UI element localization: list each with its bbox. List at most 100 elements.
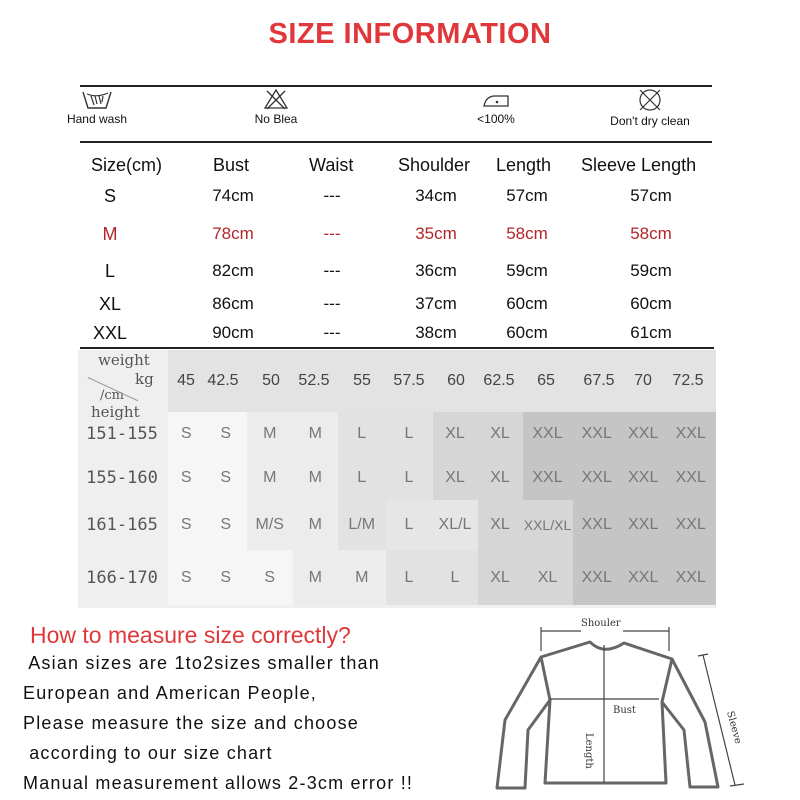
howto-line: European and American People, bbox=[23, 683, 317, 703]
size-label: XL bbox=[98, 294, 122, 314]
care-item: No Blea bbox=[216, 88, 336, 126]
table-cell: --- bbox=[323, 294, 341, 313]
height-range: 161-165 bbox=[86, 515, 158, 535]
column-header: Shoulder bbox=[398, 155, 471, 175]
table-cell: 86cm bbox=[212, 294, 254, 313]
column-header: Size(cm) bbox=[91, 155, 162, 175]
column-header: Length bbox=[496, 155, 552, 175]
weight-value: 52.5 bbox=[298, 372, 330, 389]
weight-value: 60 bbox=[447, 372, 465, 389]
size-cell: XL/L bbox=[432, 500, 478, 550]
table-cell: 60cm bbox=[506, 294, 548, 313]
size-cell: XXL bbox=[621, 456, 666, 500]
iron-icon bbox=[436, 88, 556, 110]
table-cell: 59cm bbox=[630, 261, 672, 280]
size-cell: XXL bbox=[621, 412, 666, 456]
weight-header-bg bbox=[168, 350, 716, 412]
kg-label: kg bbox=[135, 370, 154, 388]
table-cell: 60cm bbox=[630, 294, 672, 313]
size-cell: XXL bbox=[522, 456, 573, 500]
size-cell: XXL bbox=[522, 412, 573, 456]
size-cell: XXL bbox=[572, 456, 621, 500]
height-range: 151-155 bbox=[86, 424, 158, 444]
table-cell: --- bbox=[323, 186, 341, 205]
weight-value: 72.5 bbox=[672, 372, 704, 389]
care-item: <100% bbox=[436, 88, 556, 126]
size-cell: L bbox=[338, 456, 386, 500]
table-cell: 58cm bbox=[630, 224, 672, 243]
size-cell: S bbox=[204, 456, 247, 500]
table-cell: --- bbox=[323, 261, 341, 280]
size-cell: XXL bbox=[665, 550, 716, 605]
size-cell: M bbox=[292, 550, 338, 605]
size-cell: L bbox=[385, 550, 433, 605]
size-cell: XXL bbox=[621, 550, 666, 605]
column-header: Sleeve Length bbox=[581, 155, 697, 175]
table-cell: 74cm bbox=[212, 186, 254, 205]
howto-line: according to our size chart bbox=[23, 743, 273, 763]
care-item: Don't dry clean bbox=[590, 88, 710, 128]
size-cell: XXL bbox=[621, 500, 666, 550]
no-bleach-icon bbox=[216, 88, 336, 110]
size-cell: XL bbox=[432, 456, 478, 500]
size-cell: S bbox=[168, 412, 205, 456]
care-label: <100% bbox=[477, 112, 515, 126]
size-cell: XL bbox=[432, 412, 478, 456]
size-cell: XL bbox=[477, 500, 523, 550]
weight-value: 50 bbox=[262, 372, 280, 389]
size-cell: S bbox=[168, 550, 205, 605]
size-cell: XL bbox=[477, 456, 523, 500]
size-label: M bbox=[102, 224, 118, 244]
size-cell: XXL bbox=[572, 500, 621, 550]
divider bbox=[80, 85, 712, 87]
size-cell: XL bbox=[477, 550, 523, 605]
table-cell: 57cm bbox=[506, 186, 548, 205]
table-cell: 57cm bbox=[630, 186, 672, 205]
size-cell: L bbox=[385, 500, 433, 550]
size-label: L bbox=[104, 261, 115, 281]
column-header: Waist bbox=[309, 155, 354, 175]
height-label: height bbox=[91, 403, 140, 421]
care-label: No Blea bbox=[254, 112, 298, 126]
size-cell: L bbox=[385, 412, 433, 456]
weight-value: 55 bbox=[353, 372, 371, 389]
size-cell: M bbox=[292, 412, 338, 456]
size-cell: L/M bbox=[338, 500, 386, 550]
size-cell: XXL bbox=[665, 412, 716, 456]
page-title: SIZE INFORMATION bbox=[268, 18, 552, 50]
care-item: Hand wash bbox=[37, 88, 157, 126]
table-cell: 38cm bbox=[415, 323, 457, 342]
size-cell: S bbox=[247, 550, 293, 605]
size-cell: XXL bbox=[572, 412, 621, 456]
height-range: 155-160 bbox=[86, 468, 158, 488]
howto-line: Manual measurement allows 2-3cm error !! bbox=[23, 773, 414, 793]
weight-value: 62.5 bbox=[483, 372, 515, 389]
weight-value: 67.5 bbox=[583, 372, 615, 389]
size-cell: M bbox=[292, 456, 338, 500]
length-label: Length bbox=[583, 733, 594, 769]
weight-value: 42.5 bbox=[207, 372, 239, 389]
size-cell: XXL bbox=[665, 456, 716, 500]
care-label: Hand wash bbox=[66, 112, 128, 126]
size-cell: M bbox=[247, 456, 293, 500]
column-header: Bust bbox=[213, 155, 250, 175]
howto-line: Please measure the size and choose bbox=[23, 713, 359, 733]
size-cell: M bbox=[292, 500, 338, 550]
table-cell: --- bbox=[323, 323, 341, 342]
size-cell: XL bbox=[522, 550, 573, 605]
care-label: Don't dry clean bbox=[610, 114, 690, 128]
table-cell: 60cm bbox=[506, 323, 548, 342]
size-cell: M bbox=[338, 550, 386, 605]
divider bbox=[80, 347, 714, 349]
weight-label: weight bbox=[98, 351, 150, 369]
hand-wash-icon bbox=[37, 88, 157, 110]
size-cell: L bbox=[432, 550, 478, 605]
weight-value: 57.5 bbox=[393, 372, 425, 389]
table-cell: 37cm bbox=[415, 294, 457, 313]
size-cell: L bbox=[338, 412, 386, 456]
size-cell: XXL bbox=[665, 500, 716, 550]
table-cell: 35cm bbox=[415, 224, 457, 243]
table-cell: 61cm bbox=[630, 323, 672, 342]
size-cell: XXL/XL bbox=[522, 500, 573, 550]
size-cell: M/S bbox=[247, 500, 293, 550]
